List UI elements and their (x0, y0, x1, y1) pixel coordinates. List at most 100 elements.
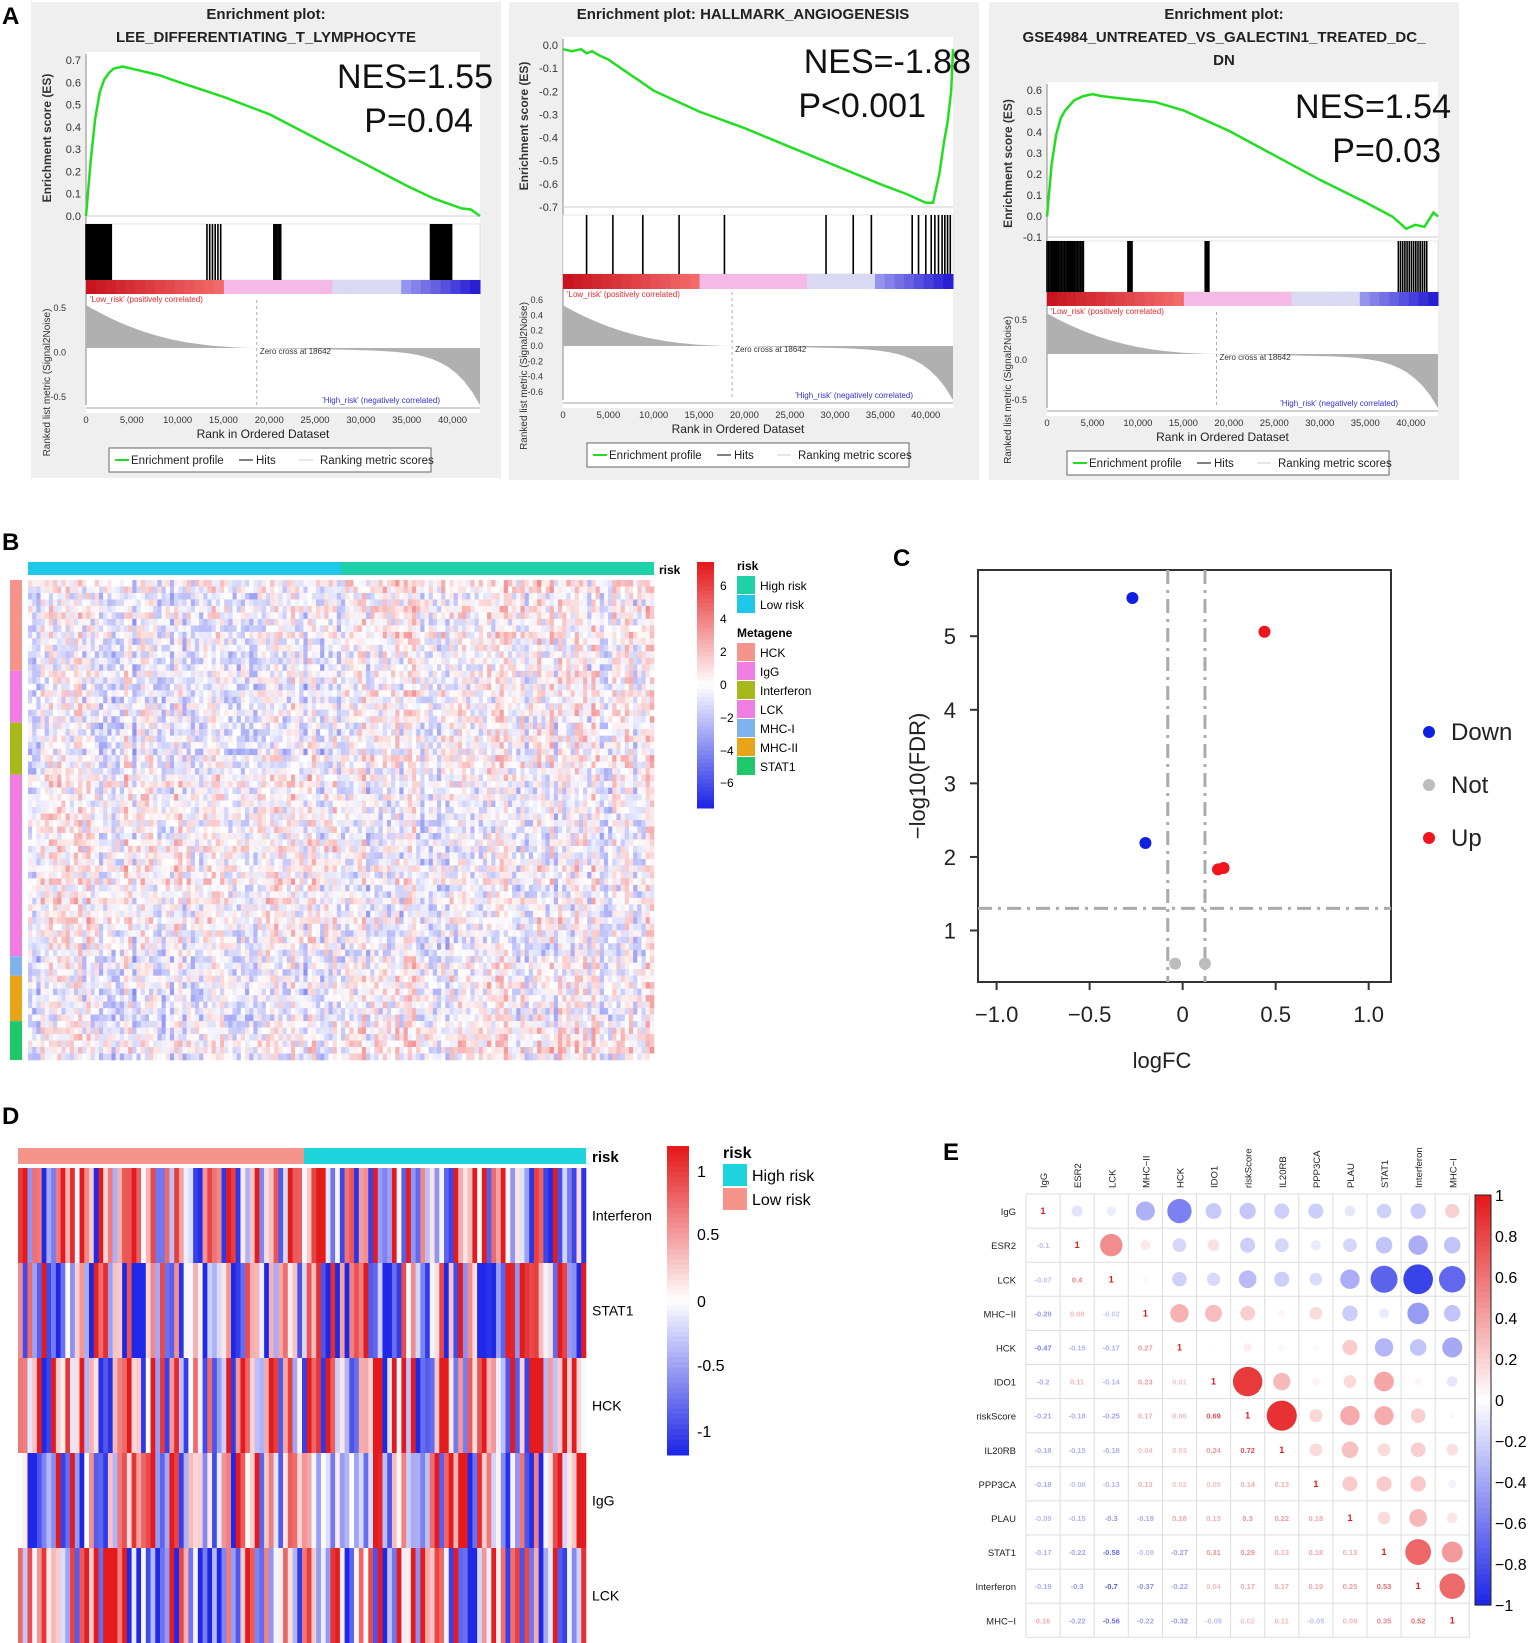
heatmap-b-cell (532, 612, 538, 620)
heatmap-b-cell (370, 586, 375, 594)
heatmap-b-cell (645, 670, 651, 678)
heatmap-b-cell (53, 631, 58, 639)
heatmap-b-cell (78, 690, 83, 698)
heatmap-b-cell (495, 722, 500, 730)
heatmap-b-cell (53, 690, 58, 698)
heatmap-b-cell (424, 618, 429, 626)
heatmap-b-cell (587, 631, 592, 639)
heatmap-b-cell (90, 664, 96, 672)
heatmap-b-cell (320, 664, 325, 672)
heatmap-b-cell (236, 755, 242, 762)
heatmap-b-cell (574, 742, 580, 749)
heatmap-b-cell (232, 722, 237, 730)
heatmap-b-cell (382, 670, 388, 678)
heatmap-b-cell (628, 696, 634, 704)
heatmap-b-cell (286, 586, 292, 594)
gsea-ranking-bar-segment (342, 280, 353, 294)
heatmap-b-cell (428, 716, 434, 724)
heatmap-b-cell (174, 709, 179, 717)
heatmap-b-cell (94, 716, 100, 724)
heatmap-b-cell (503, 722, 509, 730)
heatmap-b-cell (645, 755, 651, 762)
heatmap-b-cell (123, 748, 129, 756)
heatmap-b-cell (528, 729, 534, 736)
heatmap-b-cell (537, 605, 542, 613)
heatmap-b-cell (224, 618, 229, 626)
heatmap-b-cell (94, 605, 100, 613)
heatmap-b-cell (641, 664, 646, 672)
heatmap-b-cell (424, 592, 429, 600)
heatmap-b-cell (399, 774, 404, 782)
heatmap-b-cell (165, 644, 171, 652)
heatmap-b-cell (487, 644, 492, 652)
heatmap-b-cell (637, 586, 642, 594)
heatmap-b-cell (482, 683, 488, 691)
heatmap-b-cell (399, 735, 404, 743)
heatmap-b-cell (474, 729, 480, 736)
gsea-negative-label: 'High_risk' (negatively correlated) (1280, 399, 1398, 408)
heatmap-b-cell (199, 618, 204, 626)
heatmap-b-cell (649, 592, 655, 600)
heatmap-b-cell (512, 657, 517, 665)
heatmap-b-cell (578, 683, 584, 691)
heatmap-b-metagene-annotation (10, 774, 22, 957)
heatmap-b-cell (441, 722, 446, 730)
heatmap-b-cell (78, 625, 83, 633)
heatmap-b-cell (428, 644, 434, 652)
heatmap-b-cell (361, 709, 367, 717)
heatmap-b-cell (470, 638, 475, 646)
heatmap-b-cell (336, 729, 342, 736)
heatmap-b-cell (278, 592, 283, 600)
heatmap-b-cell (441, 580, 446, 587)
heatmap-b-cell (86, 716, 91, 724)
heatmap-b-cell (157, 768, 162, 775)
heatmap-b-cell (82, 768, 87, 775)
heatmap-b-cell (499, 586, 505, 594)
heatmap-b-cell (40, 625, 45, 633)
heatmap-b-cell (69, 748, 75, 756)
heatmap-b-cell (224, 722, 229, 730)
heatmap-b-cell (341, 612, 346, 620)
heatmap-b-cell (474, 696, 480, 704)
heatmap-b-cell (132, 709, 137, 717)
heatmap-b-cell (541, 683, 546, 691)
gsea-x-tick-label: 5,000 (120, 415, 144, 426)
heatmap-b-cell (40, 735, 45, 743)
heatmap-b-cell (157, 761, 162, 769)
heatmap-b-cell (107, 755, 112, 762)
heatmap-b-cell (182, 722, 187, 730)
heatmap-b-cell (399, 638, 404, 646)
heatmap-b-cell (28, 631, 33, 639)
heatmap-b-cell (90, 735, 96, 743)
gsea-ranking-bar-segment (1252, 292, 1263, 306)
heatmap-b-cell (345, 761, 350, 769)
heatmap-b-cell (420, 761, 425, 769)
heatmap-b-cell (144, 683, 150, 691)
gsea-ranking-bar-segment (233, 280, 245, 294)
heatmap-b-cell (599, 580, 605, 587)
heatmap-b-cell (345, 729, 350, 736)
heatmap-b-cell (178, 618, 183, 626)
heatmap-b-cell (123, 735, 129, 743)
heatmap-b-cell (149, 742, 154, 749)
heatmap-b-cell (73, 664, 79, 672)
heatmap-b-cell (616, 683, 621, 691)
heatmap-b-cell (328, 742, 333, 749)
heatmap-b-cell (40, 618, 45, 626)
heatmap-b-cell (420, 592, 425, 600)
heatmap-b-cell (90, 703, 96, 711)
heatmap-b-cell (286, 774, 292, 782)
heatmap-b-cell (157, 742, 162, 749)
gsea-ranking-bar-segment (1183, 292, 1195, 306)
heatmap-b-cell (545, 735, 550, 743)
heatmap-b-cell (591, 696, 596, 704)
heatmap-b-cell (169, 677, 175, 685)
heatmap-b-cell (44, 618, 50, 626)
heatmap-b-cell (578, 761, 584, 769)
heatmap-b-cell (407, 631, 413, 639)
heatmap-b-cell (545, 599, 550, 607)
heatmap-b-cell (232, 690, 237, 698)
heatmap-b-cell (207, 631, 212, 639)
heatmap-b-cell (157, 690, 162, 698)
heatmap-b-cell (286, 722, 292, 730)
